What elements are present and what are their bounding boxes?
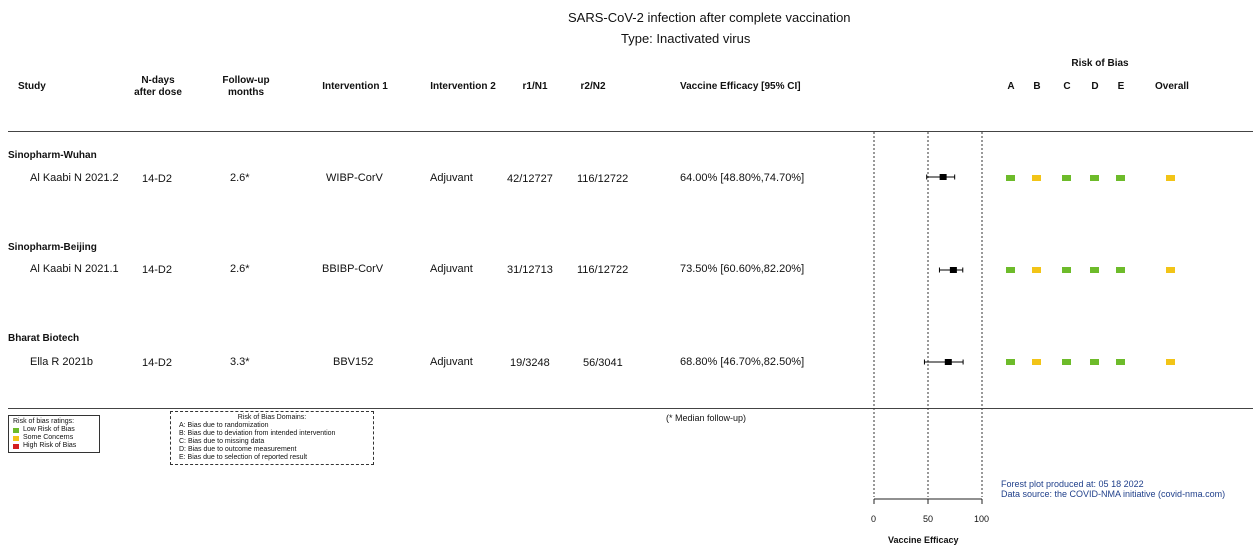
risk-ratings-title: Risk of bias ratings: bbox=[13, 418, 75, 425]
rob-rating-d bbox=[1090, 267, 1099, 273]
rob-header-c: C bbox=[1063, 81, 1071, 92]
header-followup-line1: Follow-up bbox=[222, 75, 270, 86]
rob-rating-c bbox=[1062, 175, 1071, 181]
legend-label: Some Concerns bbox=[23, 434, 74, 441]
rob-rating-a bbox=[1006, 359, 1015, 365]
followup-value: 2.6* bbox=[230, 263, 250, 275]
rob-rating-b bbox=[1032, 267, 1041, 273]
rob-rating-a bbox=[1006, 175, 1015, 181]
x-tick-label: 100 bbox=[974, 514, 990, 524]
header-study: Study bbox=[18, 81, 46, 92]
rob-rating-overall bbox=[1166, 267, 1175, 273]
point-estimate bbox=[939, 174, 947, 180]
risk-domains-legend: Risk of Bias Domains: A: Bias due to ran… bbox=[170, 411, 374, 465]
intervention1-value: WIBP-CorV bbox=[326, 172, 383, 184]
domain-item: C: Bias due to missing data bbox=[179, 438, 265, 445]
header-divider bbox=[8, 131, 1253, 132]
legend-label: Low Risk of Bias bbox=[23, 426, 75, 433]
header-intervention1: Intervention 1 bbox=[322, 81, 388, 92]
domain-item: B: Bias due to deviation from intended i… bbox=[179, 430, 336, 437]
group-label: Sinopharm-Beijing bbox=[8, 242, 97, 253]
x-tick-label: 50 bbox=[923, 514, 934, 524]
intervention1-value: BBIBP-CorV bbox=[322, 263, 384, 275]
point-estimate bbox=[944, 359, 952, 365]
rob-rating-overall bbox=[1166, 359, 1175, 365]
legend-item: High Risk of Bias bbox=[13, 442, 95, 450]
rob-rating-c bbox=[1062, 267, 1071, 273]
rob-rating-b bbox=[1032, 359, 1041, 365]
r2n2-value: 116/12722 bbox=[577, 173, 629, 185]
legend-swatch-low bbox=[13, 427, 19, 433]
chart-subtitle: Type: Inactivated virus bbox=[621, 31, 751, 46]
study-name: Ella R 2021b bbox=[30, 356, 93, 368]
legend-item: Some Concerns bbox=[13, 434, 95, 442]
rob-rating-b bbox=[1032, 175, 1041, 181]
median-followup-note: (* Median follow-up) bbox=[666, 413, 747, 423]
rob-header-overall: Overall bbox=[1155, 81, 1189, 92]
r1n1-value: 42/12727 bbox=[507, 173, 553, 185]
intervention1-value: BBV152 bbox=[333, 356, 374, 368]
header-r1n1: r1/N1 bbox=[522, 81, 548, 92]
legend-item: Low Risk of Bias bbox=[13, 426, 95, 434]
header-r2n2: r2/N2 bbox=[580, 81, 606, 92]
data-source: Data source: the COVID-NMA initiative (c… bbox=[1001, 489, 1226, 499]
intervention2-value: Adjuvant bbox=[430, 356, 473, 368]
header-ndays-line2: after dose bbox=[134, 87, 182, 98]
footer-divider bbox=[8, 408, 1253, 409]
rob-header-b: B bbox=[1033, 81, 1041, 92]
legend-swatch-high bbox=[13, 443, 19, 449]
domain-item: A: Bias due to randomization bbox=[179, 422, 269, 429]
legend-swatch-some bbox=[13, 435, 19, 441]
study-name: Al Kaabi N 2021.1 bbox=[30, 263, 119, 275]
rob-rating-overall bbox=[1166, 175, 1175, 181]
domain-item: D: Bias due to outcome measurement bbox=[179, 446, 297, 453]
header-intervention2: Intervention 2 bbox=[430, 81, 496, 92]
r2n2-value: 56/3041 bbox=[583, 357, 623, 369]
rob-rating-e bbox=[1116, 175, 1125, 181]
chart-title: SARS-CoV-2 infection after complete vacc… bbox=[568, 10, 851, 25]
intervention2-value: Adjuvant bbox=[430, 172, 473, 184]
header-followup-line2: months bbox=[227, 87, 265, 98]
legend-label: High Risk of Bias bbox=[23, 442, 77, 449]
ve-value: 73.50% [60.60%,82.20%] bbox=[680, 263, 805, 275]
ndays-value: 14-D2 bbox=[142, 173, 172, 185]
rob-header-e: E bbox=[1117, 81, 1125, 92]
study-name: Al Kaabi N 2021.2 bbox=[30, 172, 119, 184]
group-label: Sinopharm-Wuhan bbox=[8, 150, 97, 161]
header-ndays: N-days after dose bbox=[128, 75, 188, 99]
ndays-value: 14-D2 bbox=[142, 264, 172, 276]
rob-rating-c bbox=[1062, 359, 1071, 365]
rob-rating-a bbox=[1006, 267, 1015, 273]
ve-value: 64.00% [48.80%,74.70%] bbox=[680, 172, 805, 184]
r1n1-value: 31/12713 bbox=[507, 264, 553, 276]
ve-value: 68.80% [46.70%,82.50%] bbox=[680, 356, 805, 368]
header-ndays-line1: N-days bbox=[141, 75, 175, 86]
x-axis-label: Vaccine Efficacy bbox=[888, 535, 959, 545]
rob-rating-e bbox=[1116, 359, 1125, 365]
rob-header-a: A bbox=[1007, 81, 1015, 92]
rob-rating-d bbox=[1090, 175, 1099, 181]
risk-domains-title: Risk of Bias Domains: bbox=[237, 414, 307, 421]
rob-header-d: D bbox=[1091, 81, 1099, 92]
header-vaccine-efficacy: Vaccine Efficacy [95% CI] bbox=[680, 81, 801, 92]
followup-value: 3.3* bbox=[230, 356, 250, 368]
header-risk-of-bias: Risk of Bias bbox=[1071, 58, 1129, 69]
domain-item: E: Bias due to selection of reported res… bbox=[179, 454, 308, 461]
rob-rating-d bbox=[1090, 359, 1099, 365]
intervention2-value: Adjuvant bbox=[430, 263, 473, 275]
risk-ratings-legend: Risk of bias ratings: Low Risk of Bias S… bbox=[8, 415, 100, 453]
r1n1-value: 19/3248 bbox=[510, 357, 550, 369]
header-followup: Follow-up months bbox=[213, 75, 279, 99]
ndays-value: 14-D2 bbox=[142, 357, 172, 369]
rob-rating-e bbox=[1116, 267, 1125, 273]
group-label: Bharat Biotech bbox=[8, 333, 80, 344]
x-tick-label: 0 bbox=[871, 514, 877, 524]
r2n2-value: 116/12722 bbox=[577, 264, 629, 276]
point-estimate bbox=[949, 267, 957, 273]
forest-plot-date: Forest plot produced at: 05 18 2022 bbox=[1001, 479, 1144, 489]
followup-value: 2.6* bbox=[230, 172, 250, 184]
